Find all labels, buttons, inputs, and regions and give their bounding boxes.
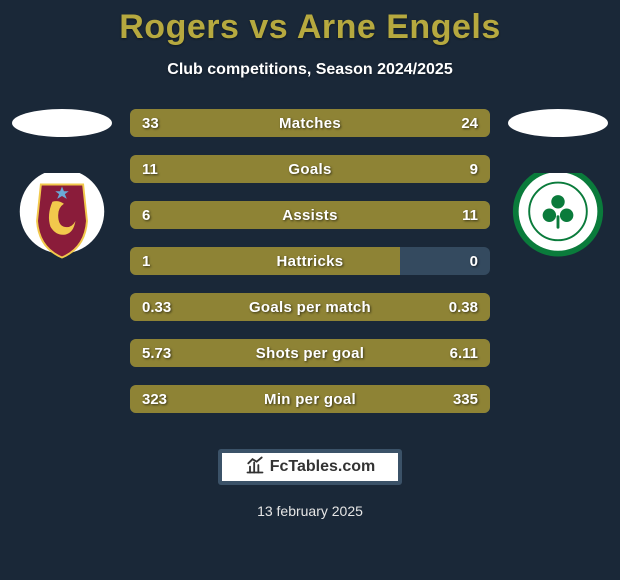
stat-value-left: 5.73 bbox=[142, 339, 171, 367]
player-right-column bbox=[502, 109, 614, 269]
crest-celtic bbox=[510, 173, 606, 269]
stat-value-right: 24 bbox=[461, 109, 478, 137]
stat-value-right: 0 bbox=[470, 247, 478, 275]
date-text: 13 february 2025 bbox=[0, 503, 620, 519]
stat-label: Hattricks bbox=[130, 247, 490, 275]
stat-label: Shots per goal bbox=[130, 339, 490, 367]
stat-row: Matches33 24 bbox=[130, 109, 490, 137]
stat-label: Assists bbox=[130, 201, 490, 229]
stat-value-left: 33 bbox=[142, 109, 159, 137]
stat-label: Min per goal bbox=[130, 385, 490, 413]
stat-bars: Matches3324Goals119Assists611Hattricks10… bbox=[130, 109, 490, 431]
crest-aston-villa bbox=[14, 173, 110, 269]
stat-value-left: 11 bbox=[142, 155, 158, 183]
player-right-ellipse bbox=[508, 109, 608, 137]
page-title: Rogers vs Arne Engels bbox=[0, 0, 620, 47]
stat-value-left: 6 bbox=[142, 201, 150, 229]
stat-row: Assists6 11 bbox=[130, 201, 490, 229]
stat-value-left: 0.33 bbox=[142, 293, 171, 321]
subtitle: Club competitions, Season 2024/2025 bbox=[0, 61, 620, 79]
stat-row: Goals11 9 bbox=[130, 155, 490, 183]
stat-label: Goals bbox=[130, 155, 490, 183]
stat-value-left: 323 bbox=[142, 385, 167, 413]
fctables-logo[interactable]: FcTables.com bbox=[218, 449, 402, 485]
stat-value-right: 0.38 bbox=[449, 293, 478, 321]
stat-value-left: 1 bbox=[142, 247, 150, 275]
stat-row: Goals per match0.33 0.38 bbox=[130, 293, 490, 321]
player-left-ellipse bbox=[12, 109, 112, 137]
stat-value-right: 11 bbox=[462, 201, 478, 229]
comparison-main: Matches3324Goals119Assists611Hattricks10… bbox=[0, 109, 620, 429]
player-left-column bbox=[6, 109, 118, 269]
stat-value-right: 6.11 bbox=[450, 339, 478, 367]
stat-row: Min per goal323 335 bbox=[130, 385, 490, 413]
stat-row: Hattricks1 0 bbox=[130, 247, 490, 275]
stat-row: Shots per goal5.73 6.11 bbox=[130, 339, 490, 367]
chart-icon bbox=[245, 455, 265, 480]
stat-label: Matches bbox=[130, 109, 490, 137]
stat-value-right: 335 bbox=[453, 385, 478, 413]
stat-value-right: 9 bbox=[470, 155, 478, 183]
fctables-logo-text: FcTables.com bbox=[270, 458, 376, 476]
stat-label: Goals per match bbox=[130, 293, 490, 321]
